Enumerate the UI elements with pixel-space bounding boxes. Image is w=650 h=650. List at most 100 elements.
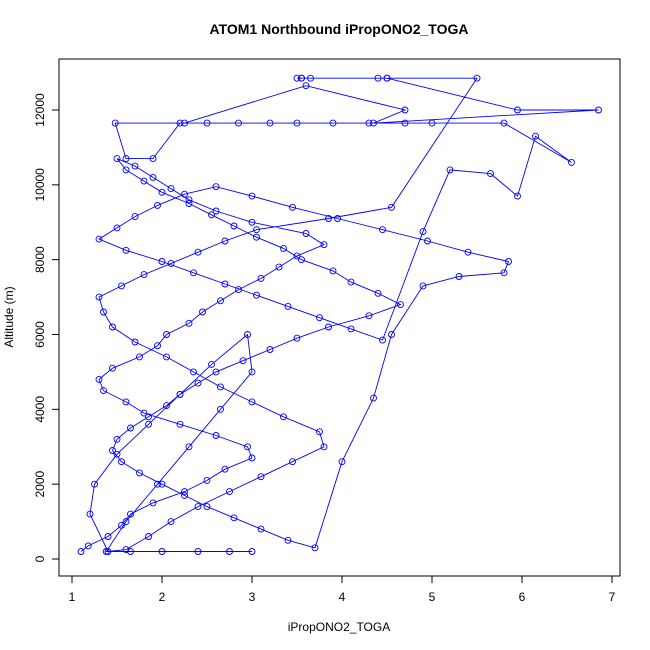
- data-point: [244, 443, 251, 451]
- data-point: [131, 338, 139, 346]
- data-point: [102, 548, 110, 555]
- data-point: [253, 291, 260, 299]
- y-tick-label: 10000: [33, 168, 47, 202]
- data-point: [316, 314, 323, 322]
- data-point: [388, 203, 395, 211]
- data-point: [154, 201, 161, 209]
- data-point: [316, 428, 323, 436]
- data-point: [176, 420, 184, 428]
- data-point: [109, 323, 116, 331]
- data-point: [253, 226, 260, 234]
- data-point: [370, 394, 377, 402]
- data-point: [163, 353, 170, 361]
- data-series: [77, 74, 602, 555]
- data-point: [136, 469, 143, 477]
- data-point: [154, 342, 161, 350]
- data-point: [118, 458, 125, 466]
- chart-title: ATOM1 Northbound iPropONO2_TOGA: [210, 21, 469, 37]
- y-axis: 0 2000 4000 6000 8000 10000 12000: [33, 93, 60, 562]
- data-point: [149, 499, 157, 507]
- data-point: [325, 323, 332, 331]
- data-point: [194, 548, 202, 555]
- data-point: [127, 424, 134, 432]
- data-point: [217, 383, 224, 391]
- data-point: [145, 533, 152, 540]
- data-point: [329, 119, 337, 127]
- data-point: [320, 443, 328, 451]
- data-point: [325, 215, 332, 222]
- data-point: [275, 263, 283, 271]
- data-point: [167, 185, 175, 193]
- data-point: [253, 233, 260, 241]
- data-point: [464, 248, 472, 256]
- data-point: [163, 331, 170, 338]
- data-point: [266, 346, 274, 353]
- x-axis: 1 2 3 4 5 6 7: [69, 575, 616, 604]
- data-point: [365, 119, 373, 127]
- x-tick-label: 1: [69, 590, 76, 604]
- data-point: [487, 170, 494, 178]
- data-point: [104, 533, 112, 540]
- data-point: [176, 119, 184, 127]
- data-point: [212, 183, 220, 191]
- data-point: [95, 293, 103, 301]
- data-point: [113, 224, 121, 232]
- data-point: [217, 405, 224, 413]
- data-point: [167, 259, 175, 267]
- data-point: [244, 331, 251, 338]
- data-point: [158, 480, 166, 488]
- data-point: [379, 226, 386, 234]
- data-point: [194, 379, 202, 387]
- data-point: [298, 74, 305, 82]
- data-point: [293, 74, 301, 82]
- data-point: [190, 368, 197, 376]
- data-point: [185, 443, 193, 451]
- data-point: [293, 334, 301, 342]
- data-point: [298, 256, 305, 264]
- data-point: [473, 74, 481, 82]
- data-point: [257, 525, 265, 533]
- data-point: [307, 74, 314, 82]
- data-point: [203, 476, 211, 484]
- y-tick-label: 8000: [33, 246, 47, 273]
- data-point: [208, 360, 215, 368]
- data-point: [248, 398, 256, 406]
- data-point: [163, 402, 170, 410]
- data-point: [113, 450, 121, 458]
- data-point: [500, 269, 508, 277]
- data-point: [505, 258, 512, 265]
- data-point: [280, 413, 287, 421]
- data-point: [383, 74, 391, 82]
- data-point: [595, 106, 602, 114]
- data-point: [248, 548, 256, 555]
- data-point: [122, 518, 130, 526]
- series-line: [80, 77, 599, 552]
- data-point: [289, 203, 296, 211]
- data-point: [77, 548, 85, 555]
- data-point: [311, 544, 319, 552]
- data-point: [145, 420, 152, 428]
- data-point: [221, 465, 229, 473]
- data-point: [401, 106, 409, 114]
- data-point: [248, 218, 256, 226]
- data-point: [167, 518, 175, 526]
- y-tick-label: 2000: [33, 470, 47, 497]
- data-point: [118, 521, 125, 529]
- data-point: [388, 331, 395, 338]
- data-point: [122, 546, 130, 554]
- data-point: [248, 192, 256, 200]
- data-point: [284, 302, 292, 310]
- y-tick-label: 12000: [33, 93, 47, 127]
- data-point: [235, 286, 242, 294]
- data-point: [95, 375, 103, 383]
- data-point: [374, 289, 382, 297]
- data-point: [127, 548, 134, 555]
- data-point: [136, 353, 143, 361]
- data-point: [514, 106, 521, 114]
- data-point: [257, 274, 265, 282]
- x-tick-label: 6: [519, 590, 526, 604]
- x-tick-label: 3: [249, 590, 256, 604]
- data-point: [84, 542, 92, 550]
- data-point: [514, 192, 521, 200]
